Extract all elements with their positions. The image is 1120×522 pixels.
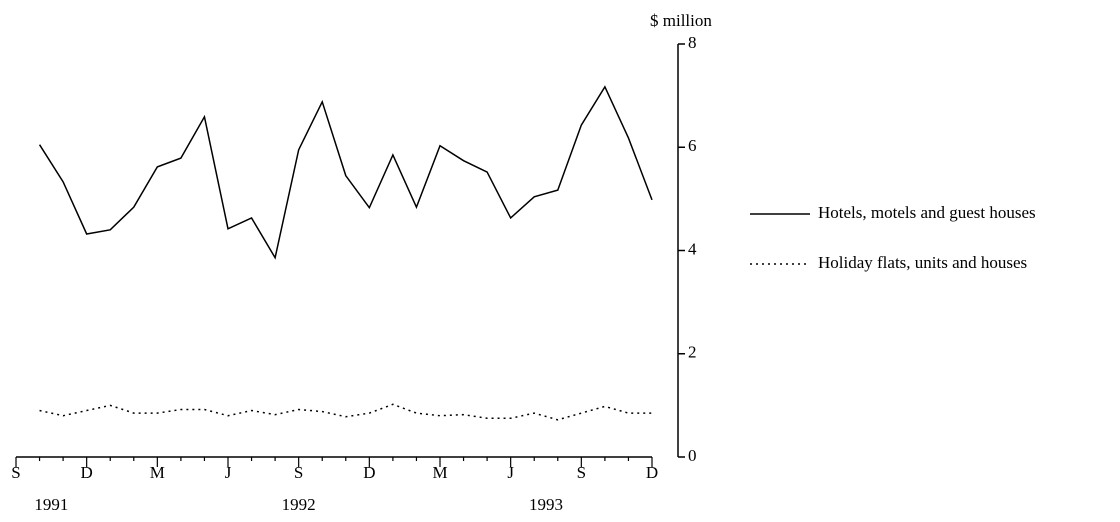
year-label: 1992 <box>282 495 316 514</box>
series-line <box>39 403 652 421</box>
y-tick-label: 6 <box>688 136 697 155</box>
x-tick-label: D <box>646 463 658 482</box>
year-label: 1991 <box>34 495 68 514</box>
y-tick-label: 2 <box>688 343 697 362</box>
x-tick-label: M <box>150 463 165 482</box>
y-tick-label: 8 <box>688 33 697 52</box>
y-tick-label: 4 <box>688 239 697 258</box>
x-tick-label: J <box>225 463 232 482</box>
legend-label: Hotels, motels and guest houses <box>818 203 1036 222</box>
series-line <box>38 85 653 260</box>
y-axis-label: $ million <box>650 11 712 30</box>
x-tick-label: S <box>294 463 303 482</box>
x-tick-label: M <box>432 463 447 482</box>
x-tick-label: S <box>577 463 586 482</box>
x-tick-label: J <box>507 463 514 482</box>
x-tick-label: S <box>11 463 20 482</box>
legend-label: Holiday flats, units and houses <box>818 253 1027 272</box>
year-label: 1993 <box>529 495 563 514</box>
x-tick-label: D <box>363 463 375 482</box>
y-tick-label: 0 <box>688 446 697 465</box>
x-tick-label: D <box>81 463 93 482</box>
